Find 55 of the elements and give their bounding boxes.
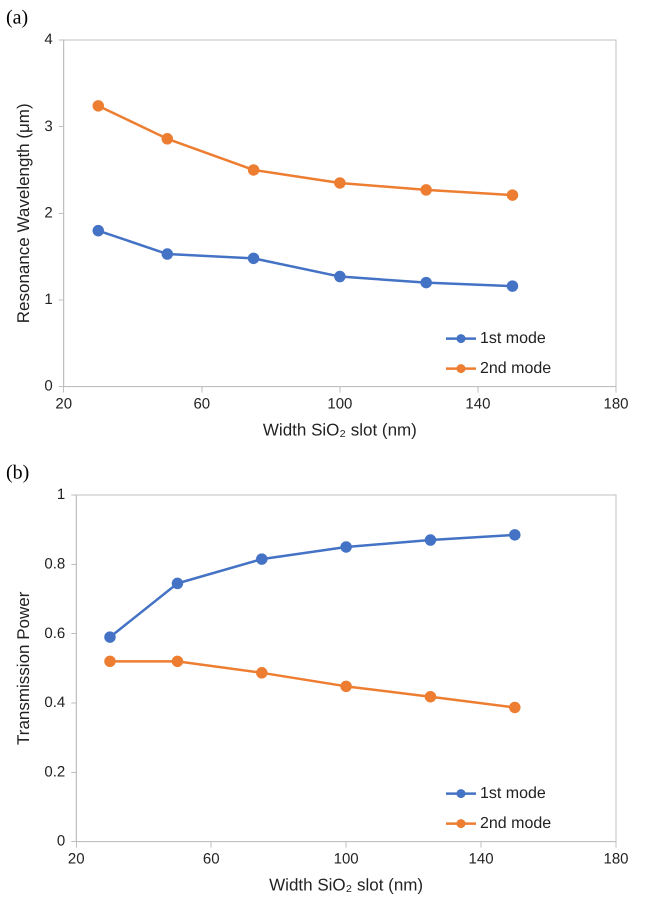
x-axis-title: Width SiO₂ slot (nm) (269, 875, 424, 894)
text: (b) (6, 461, 30, 484)
x-tick-label: 180 (603, 850, 629, 868)
y-tick-label: 1 (56, 486, 66, 504)
point (420, 276, 432, 288)
x-axis-title: Width SiO₂ slot (nm) (262, 420, 417, 440)
point (506, 280, 518, 292)
x-tick-label: 180 (603, 396, 629, 413)
y-tick-label: 0.2 (44, 763, 66, 780)
y-axis-title: Resonance Wavelength (μm) (14, 103, 33, 324)
point (92, 224, 104, 236)
point (506, 189, 518, 201)
point (172, 656, 184, 668)
point (256, 667, 268, 679)
y-tick-label: 0 (56, 832, 66, 850)
y-tick-label: 0 (44, 378, 53, 395)
point (340, 541, 352, 553)
y-tick-label: 4 (44, 31, 53, 48)
y-tick-label: 1 (44, 291, 53, 308)
y-tick-label: 0.8 (44, 555, 66, 572)
x-tick-label: 20 (68, 850, 85, 868)
point (334, 270, 346, 282)
x-tick-label: 100 (334, 850, 359, 868)
point (420, 184, 432, 196)
y-tick-label: 3 (44, 118, 53, 135)
point (104, 631, 116, 643)
y-axis-title: Transmission Power (14, 591, 33, 745)
legend-label: 1st mode (480, 330, 546, 348)
x-tick-label: 140 (465, 396, 490, 413)
point (509, 702, 521, 714)
point (424, 534, 436, 546)
point (334, 177, 346, 189)
point (256, 553, 268, 565)
y-tick-label: 0.4 (44, 694, 66, 712)
x-tick-label: 100 (327, 396, 352, 413)
legend-label: 1st mode (480, 785, 546, 802)
point (509, 529, 521, 541)
point (340, 680, 352, 692)
x-tick-label: 60 (202, 850, 220, 868)
y-tick-label: 0.6 (44, 624, 66, 642)
x-tick-label: 20 (55, 396, 72, 413)
x-tick-label: 60 (193, 396, 210, 413)
point (172, 578, 184, 590)
point (92, 100, 104, 112)
point (248, 252, 260, 264)
legend-label: 2nd mode (480, 815, 552, 832)
y-tick-label: 2 (44, 204, 53, 222)
point (162, 248, 174, 260)
point (162, 133, 174, 145)
text: (a) (6, 6, 28, 28)
point (104, 656, 116, 668)
point (424, 690, 436, 702)
legend-label: 2nd mode (480, 360, 552, 378)
point (248, 164, 260, 176)
x-tick-label: 140 (468, 850, 494, 868)
